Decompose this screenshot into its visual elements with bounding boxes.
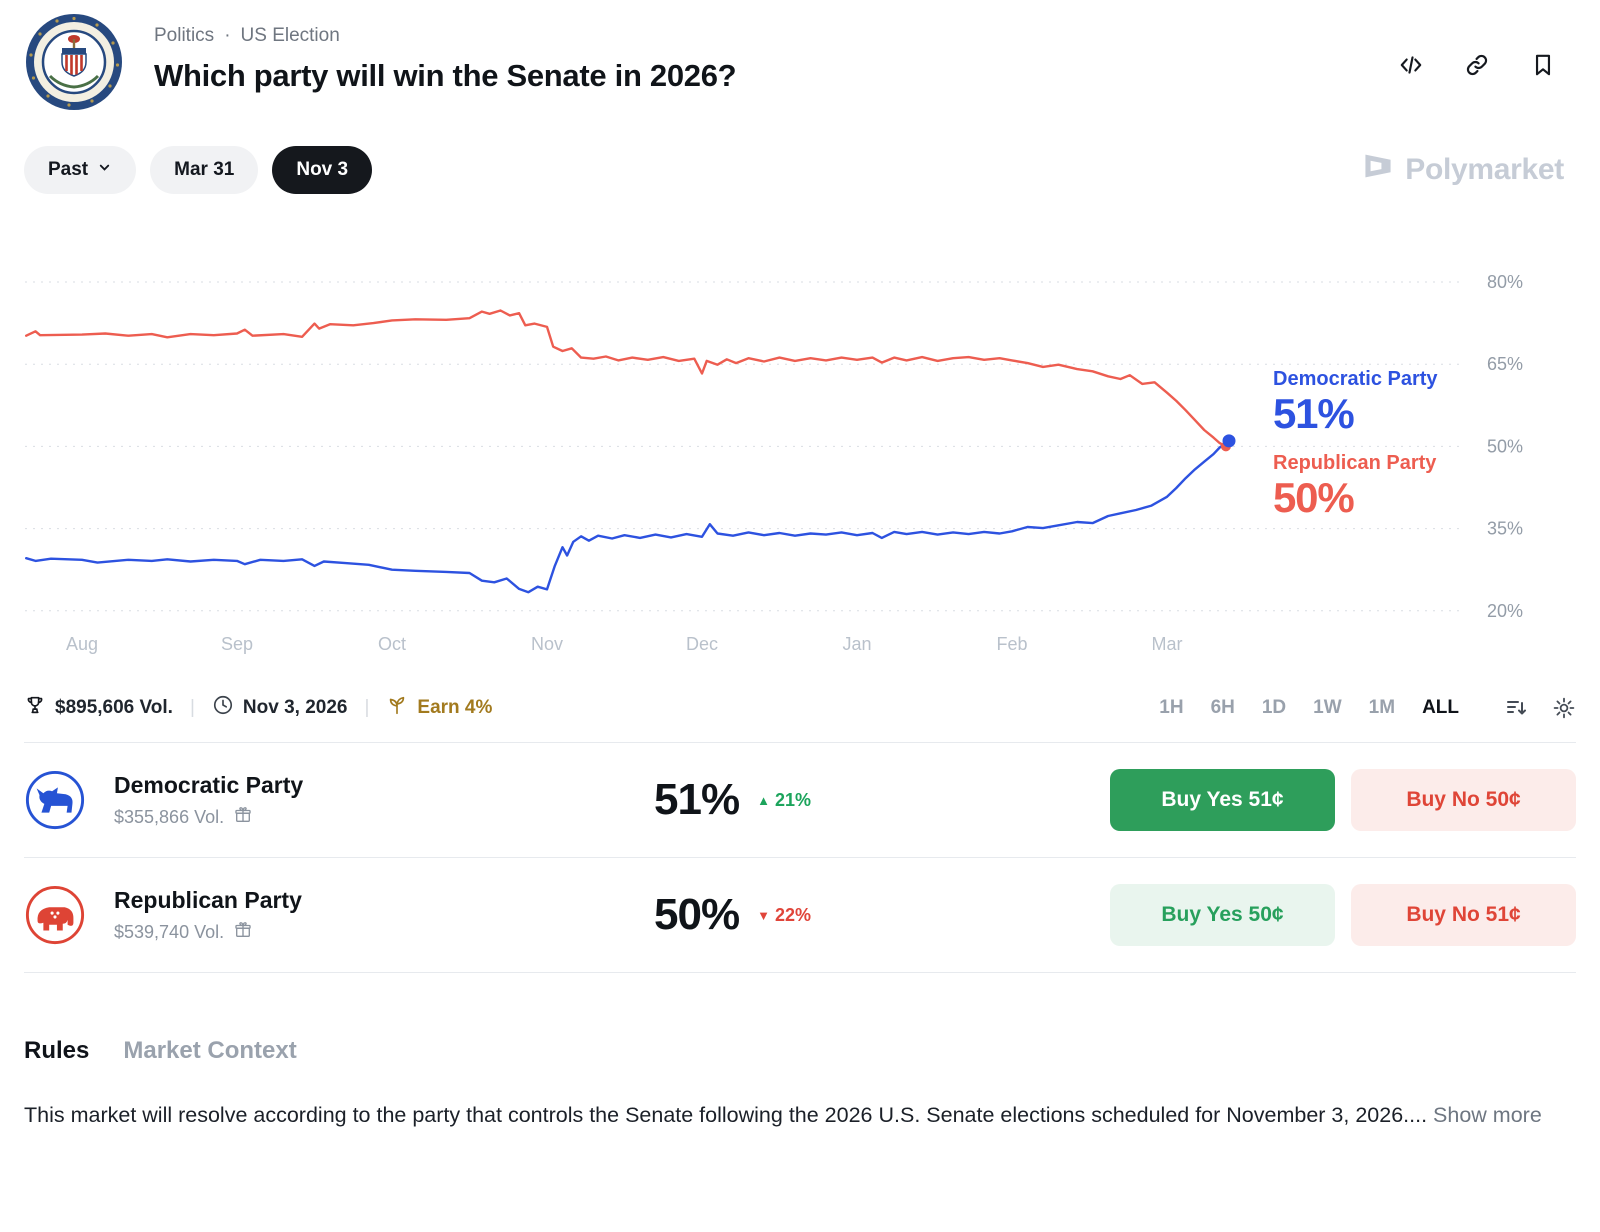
chance-change-up: ▲ 21% — [757, 790, 811, 811]
header: Politics · US Election Which party will … — [24, 0, 1576, 112]
svg-text:80%: 80% — [1487, 272, 1523, 292]
democratic-donkey-icon — [24, 769, 86, 831]
svg-text:Oct: Oct — [378, 634, 406, 654]
outcome-chance-republican: 50% ▼ 22% — [654, 890, 1014, 940]
svg-text:Aug: Aug — [66, 634, 98, 654]
chance-value: 51% — [654, 775, 740, 824]
outcome-row-democratic: Democratic Party $355,866 Vol. 51% ▲ 21% — [24, 743, 1576, 858]
outcome-name: Democratic Party — [114, 771, 304, 798]
breadcrumb-separator: · — [224, 25, 231, 46]
svg-text:Sep: Sep — [221, 634, 253, 654]
polymarket-watermark: Polymarket — [1362, 150, 1576, 190]
page-title: Which party will win the Senate in 2026? — [154, 58, 737, 93]
change-value: 21% — [774, 789, 811, 810]
polymarket-wordmark: Polymarket — [1405, 153, 1564, 186]
rules-tabs: Rules Market Context — [24, 1037, 1576, 1065]
buy-no-button-republican[interactable]: Buy No 51¢ — [1351, 884, 1576, 946]
buy-no-button-democratic[interactable]: Buy No 50¢ — [1351, 769, 1576, 831]
earn-rewards[interactable]: Earn 4% — [386, 694, 492, 722]
outcome-row-republican: Republican Party $539,740 Vol. 50% ▼ 22% — [24, 858, 1576, 973]
chance-value: 50% — [654, 890, 740, 939]
embed-code-icon[interactable] — [1398, 52, 1424, 78]
chart-tools — [1504, 696, 1576, 720]
end-date-stat: Nov 3, 2026 — [212, 694, 348, 722]
bookmark-icon[interactable] — [1530, 52, 1556, 78]
timeframe-1m[interactable]: 1M — [1368, 697, 1396, 718]
gift-icon[interactable] — [234, 921, 252, 944]
trade-buttons-democratic: Buy Yes 51¢ Buy No 50¢ — [1110, 769, 1576, 831]
outcome-volume: $355,866 Vol. — [114, 806, 654, 829]
price-chart[interactable]: 80% 65% 50% 35% 20% Aug Sep Oct Nov Dec Jan Feb Mar … — [0, 230, 1600, 670]
volume-stat: $895,606 Vol. — [24, 694, 173, 722]
trade-buttons-republican: Buy Yes 50¢ Buy No 51¢ — [1110, 884, 1576, 946]
outcome-volume-value: $355,866 Vol. — [114, 806, 225, 827]
stats-row: $895,606 Vol. | Nov 3, 2026 | Earn 4% — [24, 694, 1576, 722]
svg-text:50%: 50% — [1487, 436, 1523, 456]
stats-divider: | — [189, 697, 195, 718]
svg-text:Feb: Feb — [996, 634, 1027, 654]
down-arrow-icon: ▼ — [757, 907, 770, 923]
copy-link-icon[interactable] — [1464, 52, 1490, 78]
show-more-link[interactable]: Show more — [1433, 1103, 1542, 1127]
stats-divider-2: | — [364, 697, 370, 718]
title-block: Politics · US Election Which party will … — [154, 12, 1398, 94]
polymarket-logo-icon — [1362, 150, 1394, 190]
breadcrumb: Politics · US Election — [154, 25, 1398, 47]
sapling-icon — [386, 694, 408, 722]
timeframe-1d[interactable]: 1D — [1261, 697, 1287, 718]
svg-text:Nov: Nov — [531, 634, 563, 654]
market-page: Politics · US Election Which party will … — [0, 0, 1600, 1132]
timeframe-1w[interactable]: 1W — [1313, 697, 1342, 718]
rules-body: This market will resolve according to th… — [24, 1103, 1428, 1127]
republican-elephant-icon — [24, 884, 86, 946]
svg-text:35%: 35% — [1487, 519, 1523, 539]
outcome-name: Republican Party — [114, 886, 302, 913]
buy-yes-button-democratic[interactable]: Buy Yes 51¢ — [1110, 769, 1335, 831]
date-chip-mar31[interactable]: Mar 31 — [150, 146, 259, 194]
svg-text:Mar: Mar — [1152, 634, 1183, 654]
tab-rules[interactable]: Rules — [24, 1037, 90, 1064]
svg-text:65%: 65% — [1487, 354, 1523, 374]
chance-change-down: ▼ 22% — [757, 905, 811, 926]
outcome-info-republican: Republican Party $539,740 Vol. — [114, 887, 654, 944]
outcome-info-democratic: Democratic Party $355,866 Vol. — [114, 772, 654, 829]
past-dropdown-label: Past — [48, 159, 89, 180]
timeframe-selector: 1H 6H 1D 1W 1M ALL — [1159, 697, 1459, 719]
trophy-icon — [24, 694, 46, 722]
outcome-chance-democratic: 51% ▲ 21% — [654, 775, 1014, 825]
chart-canvas[interactable]: 80% 65% 50% 35% 20% Aug Sep Oct Nov Dec Jan Feb Mar — [0, 230, 1600, 670]
header-actions — [1398, 52, 1556, 78]
end-date-value: Nov 3, 2026 — [242, 697, 348, 718]
timeframe-all[interactable]: ALL — [1422, 697, 1459, 718]
gear-icon[interactable] — [1552, 696, 1576, 720]
outcomes-list: Democratic Party $355,866 Vol. 51% ▲ 21% — [24, 742, 1576, 973]
timeframe-1h[interactable]: 1H — [1159, 697, 1184, 718]
breadcrumb-politics[interactable]: Politics — [154, 25, 215, 46]
svg-text:Jan: Jan — [842, 634, 871, 654]
senate-seal-logo — [24, 12, 124, 112]
outcome-volume: $539,740 Vol. — [114, 921, 654, 944]
tab-market-context[interactable]: Market Context — [123, 1037, 297, 1064]
up-arrow-icon: ▲ — [757, 792, 770, 808]
volume-value: $895,606 Vol. — [55, 697, 173, 718]
clock-icon — [212, 694, 234, 722]
svg-text:Dec: Dec — [686, 634, 718, 654]
svg-text:20%: 20% — [1487, 601, 1523, 621]
sort-order-icon[interactable] — [1504, 696, 1528, 720]
gift-icon[interactable] — [234, 806, 252, 829]
chevron-down-icon — [97, 159, 112, 181]
earn-value: Earn 4% — [417, 697, 493, 718]
past-dropdown[interactable]: Past — [24, 146, 137, 194]
outcome-volume-value: $539,740 Vol. — [114, 921, 225, 942]
date-chip-nov3[interactable]: Nov 3 — [272, 146, 373, 194]
filter-chips-row: Past Mar 31 Nov 3 Polymarket — [24, 146, 1576, 194]
change-value: 22% — [774, 904, 811, 925]
buy-yes-button-republican[interactable]: Buy Yes 50¢ — [1110, 884, 1335, 946]
breadcrumb-us-election[interactable]: US Election — [240, 25, 340, 46]
timeframe-6h[interactable]: 6H — [1210, 697, 1235, 718]
rules-paragraph: This market will resolve according to th… — [24, 1099, 1576, 1132]
